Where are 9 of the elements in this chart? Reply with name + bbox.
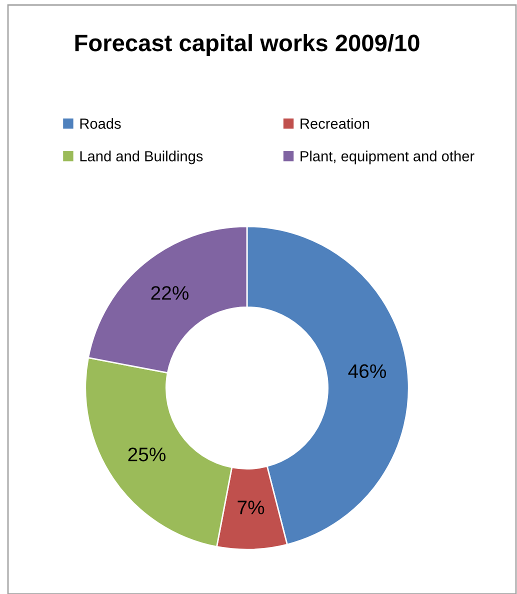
data-label: 7% <box>238 500 264 514</box>
data-label: 46% <box>348 364 386 378</box>
legend-label: Land and Buildings <box>80 150 203 164</box>
legend-label: Plant, equipment and other <box>300 150 474 164</box>
data-label: 22% <box>151 286 189 300</box>
chart-title: Forecast capital works 2009/10 <box>75 34 420 56</box>
legend-label: Roads <box>80 118 121 129</box>
data-label: 25% <box>128 448 166 462</box>
legend-label: Recreation <box>300 118 370 129</box>
